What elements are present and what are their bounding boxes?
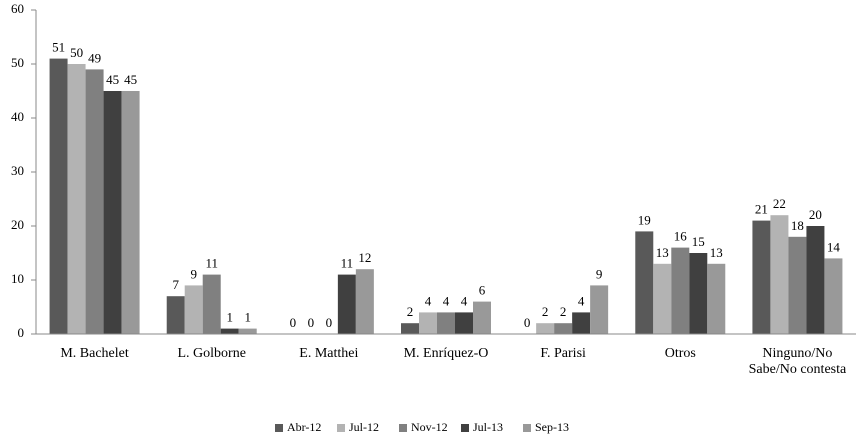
data-label: 45 <box>124 72 137 87</box>
y-tick-label: 0 <box>18 325 25 340</box>
bar <box>166 296 185 334</box>
data-label: 0 <box>290 315 297 330</box>
y-tick-label: 50 <box>11 55 24 70</box>
bar <box>752 220 771 334</box>
data-label: 15 <box>692 234 705 249</box>
bar <box>337 274 356 334</box>
bar <box>49 58 68 334</box>
bar <box>572 312 591 334</box>
legend-swatch <box>399 424 407 432</box>
data-label: 9 <box>596 266 603 281</box>
bar <box>455 312 473 334</box>
x-tick-label: M. Bachelet <box>60 346 129 361</box>
y-tick-label: 30 <box>11 163 24 178</box>
data-label: 11 <box>341 256 354 271</box>
data-label: 20 <box>809 207 822 222</box>
bar <box>184 285 203 334</box>
data-label: 1 <box>226 310 233 325</box>
legend-swatch <box>523 424 531 432</box>
data-label: 45 <box>106 72 119 87</box>
bar <box>653 263 672 334</box>
y-tick-label: 60 <box>11 1 24 16</box>
legend-swatch <box>461 424 469 432</box>
data-label: 0 <box>308 315 315 330</box>
legend-label: Abr-12 <box>287 420 321 434</box>
data-label: 13 <box>710 245 723 260</box>
data-label: 4 <box>578 293 585 308</box>
data-label: 21 <box>755 202 768 217</box>
data-label: 50 <box>70 45 83 60</box>
data-label: 13 <box>656 245 669 260</box>
x-tick-label: Ninguno/No Sabe/No contesta <box>748 346 847 377</box>
data-label: 49 <box>88 50 101 65</box>
bar <box>806 226 825 334</box>
x-tick-label: L. Golborne <box>177 346 246 361</box>
data-label: 16 <box>674 229 688 244</box>
bar <box>554 323 573 334</box>
data-label: 2 <box>560 304 567 319</box>
data-label: 18 <box>791 218 804 233</box>
data-label: 12 <box>358 250 371 265</box>
bar <box>437 312 455 334</box>
data-label: 2 <box>407 304 414 319</box>
bar <box>202 274 221 334</box>
bar <box>824 258 843 334</box>
bar <box>590 285 609 334</box>
legend-label: Sep-13 <box>535 420 569 434</box>
bar <box>220 328 239 334</box>
y-tick-label: 10 <box>11 271 24 286</box>
data-label: 6 <box>479 283 486 298</box>
legend-label: Jul-13 <box>473 420 503 434</box>
bar <box>635 231 654 334</box>
bar <box>707 263 726 334</box>
y-tick-label: 40 <box>11 109 24 124</box>
data-label: 4 <box>443 293 450 308</box>
data-label: 4 <box>461 293 468 308</box>
data-label: 14 <box>827 239 841 254</box>
data-label: 1 <box>244 310 251 325</box>
bar <box>67 64 86 334</box>
legend-swatch <box>337 424 345 432</box>
legend-swatch <box>275 424 283 432</box>
bar <box>788 236 807 334</box>
bar <box>419 312 437 334</box>
data-label: 7 <box>172 277 179 292</box>
data-label: 4 <box>425 293 432 308</box>
data-label: 9 <box>190 266 197 281</box>
data-label: 2 <box>542 304 549 319</box>
y-tick-label: 20 <box>11 217 24 232</box>
bar <box>671 247 690 334</box>
data-label: 19 <box>638 212 651 227</box>
legend-label: Jul-12 <box>349 420 379 434</box>
bar <box>355 269 374 334</box>
bar <box>770 215 789 334</box>
bar <box>401 323 419 334</box>
bar <box>536 323 555 334</box>
bar <box>85 69 104 335</box>
x-tick-label: E. Matthei <box>299 346 359 361</box>
data-label: 51 <box>52 40 65 55</box>
bar <box>238 328 257 334</box>
data-label: 0 <box>524 315 531 330</box>
x-tick-label: F. Parisi <box>540 346 586 361</box>
legend-label: Nov-12 <box>411 420 448 434</box>
data-label: 22 <box>773 196 786 211</box>
bar <box>473 301 491 334</box>
bar <box>103 91 122 334</box>
bar <box>689 253 708 334</box>
data-label: 11 <box>205 256 218 271</box>
x-tick-label: M. Enríquez-O <box>403 346 489 361</box>
bar <box>121 91 140 334</box>
x-tick-label: Otros <box>664 346 696 361</box>
data-label: 0 <box>326 315 333 330</box>
